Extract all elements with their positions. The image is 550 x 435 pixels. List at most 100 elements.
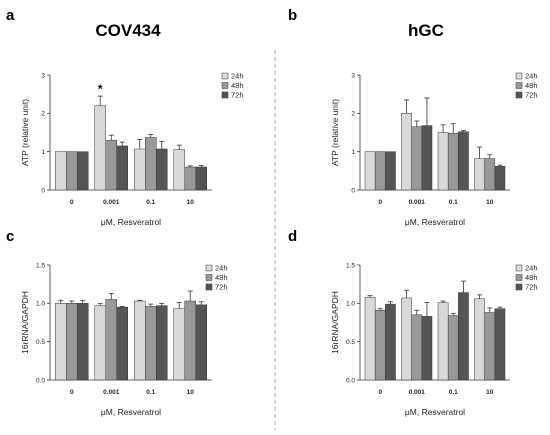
bar-48h-0	[374, 309, 386, 381]
x-axis-label: μM, Resveratrol	[101, 217, 161, 227]
legend-swatch-24h	[515, 72, 523, 80]
bar-48h-0	[374, 151, 386, 191]
y-axis-label: 16rRNA/GAPDH	[330, 291, 340, 354]
legend-label: 48h	[525, 81, 538, 90]
bar-24h-0	[364, 151, 376, 191]
panel-letter-d: d	[288, 228, 297, 245]
bar-48h-0	[66, 303, 78, 381]
legend-label: 24h	[231, 72, 244, 81]
y-axis-label: 16rRNA/GAPDH	[20, 291, 30, 354]
legend-label: 24h	[215, 264, 228, 273]
x-category-label: 0	[70, 389, 74, 396]
bar-48h-10	[184, 300, 196, 381]
bar-72h-0.1	[458, 131, 469, 191]
legend-label: 72h	[525, 283, 538, 292]
x-category-label: 0.001	[409, 199, 426, 206]
bar-48h-10	[184, 166, 196, 191]
panel-title-a: COV434	[95, 21, 161, 40]
legend-swatch-48h	[205, 274, 213, 281]
bar-72h-10	[494, 165, 506, 191]
bar-24h-10	[173, 308, 185, 381]
x-category-label: 10	[486, 199, 494, 206]
y-tick-label: 1.5	[346, 262, 355, 269]
x-category-label: 0.001	[409, 389, 426, 396]
x-category-label: 0.1	[449, 389, 458, 396]
bar-48h-0.1	[447, 315, 459, 381]
x-axis-label: μM, Resveratrol	[405, 407, 465, 417]
bar-48h-0.001	[105, 299, 117, 381]
panel-letter-c: c	[6, 228, 14, 245]
legend-swatch-24h	[221, 72, 229, 80]
panel-title-b: hGC	[408, 21, 444, 40]
legend-swatch-72h	[515, 91, 523, 99]
panel-letter-a: a	[6, 7, 15, 24]
bar-24h-0.001	[94, 305, 106, 381]
bar-24h-0	[364, 296, 376, 381]
x-category-label: 0.1	[146, 199, 155, 206]
legend-label: 72h	[231, 91, 244, 100]
bar-72h-10	[494, 308, 506, 381]
bar-48h-0	[66, 151, 78, 191]
chart-b: 0 1 2 3 ATP (relative unit) 0 0.001 0.1 10 μM, Re…	[330, 72, 538, 228]
legend-label: 24h	[525, 264, 538, 273]
legend-label: 48h	[231, 81, 244, 90]
y-tick-label: 3	[351, 72, 355, 79]
x-axis-label: μM, Resveratrol	[405, 217, 465, 227]
bar-48h-0.1	[447, 133, 459, 191]
x-category-label: 0.1	[146, 389, 155, 396]
bar-24h-0.1	[437, 132, 449, 191]
y-tick-label: 3	[41, 72, 45, 79]
legend-swatch-72h	[515, 283, 523, 291]
significance-marker: *	[98, 82, 103, 96]
y-tick-label: 0.0	[346, 377, 355, 384]
bar-48h-0.001	[411, 126, 423, 191]
bar-24h-0.001	[401, 113, 412, 191]
y-tick-label: 1	[351, 149, 355, 156]
bar-48h-0.001	[411, 314, 423, 381]
y-tick-label: 0.0	[36, 377, 45, 384]
bar-72h-0.001	[421, 125, 433, 191]
legend-swatch-48h	[221, 82, 229, 89]
bar-72h-10	[195, 304, 207, 381]
y-tick-label: 2	[41, 111, 45, 118]
x-category-label: 0	[70, 199, 74, 206]
bar-24h-0.1	[134, 300, 146, 381]
chart-c: 0.0 0.5 1.0 1.5 16rRNA/GAPDH 0 0.001 0.1 10 μM, R…	[20, 262, 228, 417]
chart-d: 0.0 0.5 1.0 1.5 16rRNA/GAPDH 0 0.001 0.1 10 μM, R…	[330, 262, 538, 417]
bar-72h-0.001	[116, 145, 128, 191]
y-tick-label: 0.5	[36, 339, 45, 346]
bar-72h-0	[385, 303, 396, 381]
legend-swatch-72h	[205, 283, 213, 291]
bar-72h-0.001	[421, 316, 433, 381]
y-tick-label: 1	[41, 149, 45, 156]
y-tick-label: 2	[351, 111, 355, 118]
panel-letter-b: b	[288, 7, 297, 24]
legend-label: 48h	[525, 273, 538, 282]
x-category-label: 0.1	[449, 199, 458, 206]
bar-24h-0	[55, 151, 67, 191]
bar-24h-0.1	[437, 302, 449, 381]
legend-swatch-24h	[515, 264, 523, 272]
legend-swatch-72h	[221, 91, 229, 99]
x-axis-label: μM, Resveratrol	[101, 407, 161, 417]
bar-72h-10	[195, 166, 207, 191]
x-category-label: 0.001	[103, 199, 120, 206]
legend-label: 72h	[215, 283, 228, 292]
bar-48h-0.1	[145, 306, 157, 381]
bar-24h-10	[474, 158, 485, 191]
x-category-label: 10	[187, 389, 195, 396]
legend-label: 72h	[525, 91, 538, 100]
x-category-label: 10	[486, 389, 494, 396]
y-tick-label: 1.0	[36, 301, 45, 308]
y-tick-label: 0.5	[346, 339, 355, 346]
bar-72h-0	[385, 151, 396, 191]
bar-72h-0.1	[458, 292, 469, 381]
y-axis-label: ATP (relative unit)	[330, 99, 340, 166]
bar-24h-10	[173, 149, 185, 191]
y-tick-label: 1.0	[346, 301, 355, 308]
bar-24h-0	[55, 303, 67, 381]
bar-48h-10	[484, 158, 496, 191]
legend-label: 48h	[215, 273, 228, 282]
legend-swatch-48h	[515, 274, 523, 281]
